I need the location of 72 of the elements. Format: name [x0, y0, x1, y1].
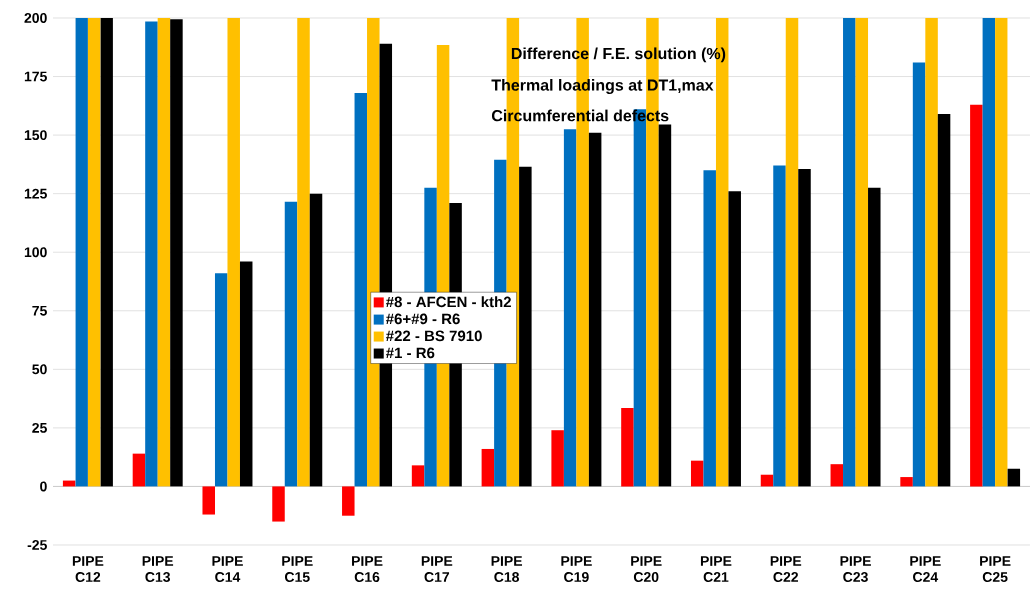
legend-label: #8 - AFCEN - kth2: [385, 296, 511, 308]
bar: [703, 170, 716, 487]
bar: [728, 191, 741, 487]
x-tick-label: PIPE C24: [910, 556, 941, 582]
bar: [912, 62, 926, 487]
bar: [75, 17, 88, 487]
x-tick-label: PIPE C25: [980, 556, 1011, 582]
bar: [937, 114, 951, 487]
y-tick-label: 0: [40, 481, 47, 492]
bar: [239, 261, 253, 487]
bar: [87, 17, 101, 487]
bar: [519, 166, 532, 487]
bar: [481, 448, 495, 487]
bar: [354, 92, 368, 487]
y-tick-label: 50: [32, 364, 47, 375]
x-tick-label: PIPE C16: [352, 556, 383, 582]
bar: [227, 17, 240, 487]
bar: [202, 486, 215, 515]
x-tick-label: PIPE C19: [561, 556, 592, 582]
bar: [690, 460, 704, 487]
y-tick-label: 150: [24, 130, 47, 141]
bar: [214, 273, 228, 487]
bar: [272, 486, 285, 522]
bar: [588, 132, 602, 487]
bar: [900, 477, 913, 487]
x-tick-label: PIPE C14: [212, 556, 243, 582]
x-tick-label: PIPE C13: [142, 556, 174, 583]
legend-label: #6+#9 - R6: [385, 313, 460, 325]
bar: [868, 187, 881, 487]
bar: [773, 165, 786, 487]
bar: [342, 486, 355, 516]
bar: [157, 17, 171, 487]
bar: [760, 474, 774, 487]
y-tick-label: 125: [24, 188, 47, 199]
bar: [132, 453, 146, 487]
legend-label: #1 - R6: [385, 347, 435, 359]
bar: [411, 465, 425, 487]
x-tick-label: PIPE C17: [421, 556, 453, 582]
bar: [100, 17, 113, 487]
bar: [995, 17, 1008, 487]
bar: [658, 124, 672, 487]
bar: [284, 201, 298, 487]
y-tick-label: 25: [32, 422, 47, 433]
bar: [551, 430, 564, 487]
y-tick-label: 100: [24, 247, 47, 258]
legend-label: #22 - BS 7910: [385, 330, 482, 342]
x-tick-label: PIPE C20: [631, 556, 662, 582]
x-tick-label: PIPE C23: [840, 556, 871, 583]
bar: [982, 17, 996, 487]
bar: [843, 17, 856, 487]
y-tick-label: 200: [24, 13, 47, 23]
bar: [145, 21, 158, 487]
x-tick-label: PIPE C18: [491, 556, 523, 582]
x-tick-label: PIPE C12: [72, 556, 104, 582]
y-tick-label: -25: [27, 540, 47, 550]
bar: [309, 193, 323, 487]
y-tick-label: 175: [24, 71, 47, 82]
y-tick-label: 75: [32, 305, 47, 316]
bar: [855, 17, 869, 487]
bar: [798, 169, 811, 487]
bar: [1007, 468, 1021, 487]
bar: [297, 17, 310, 487]
bar: [970, 104, 983, 487]
bar: [170, 19, 183, 487]
bar: [621, 407, 634, 487]
bar: [925, 17, 938, 487]
x-tick-label: PIPE C22: [770, 556, 802, 582]
x-tick-label: PIPE C15: [282, 556, 313, 582]
x-tick-label: PIPE C21: [700, 556, 732, 582]
bar: [563, 129, 577, 487]
bar: [785, 17, 799, 487]
bar: [830, 464, 844, 487]
